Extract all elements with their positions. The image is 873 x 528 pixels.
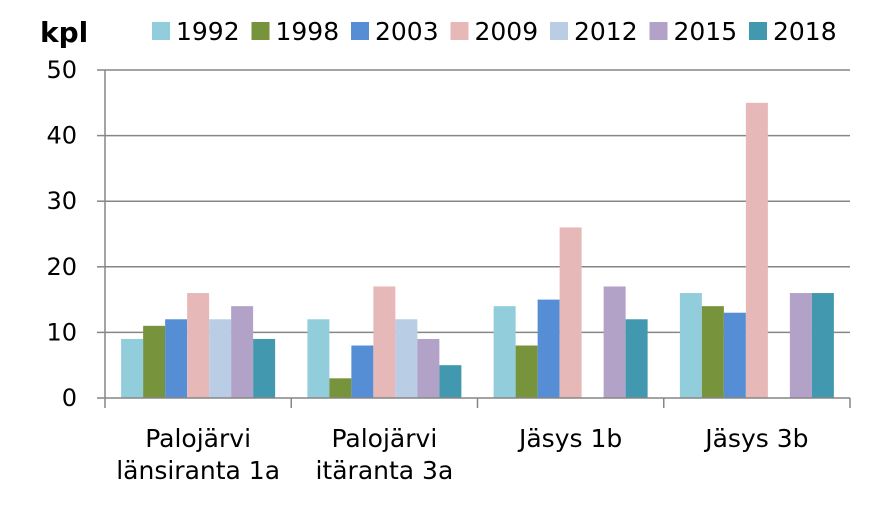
bar-2018-cat-2 bbox=[625, 319, 648, 398]
legend-swatch-2015 bbox=[649, 22, 668, 40]
bar-2018-cat-1 bbox=[439, 365, 462, 398]
bar-2009-cat-1 bbox=[373, 286, 396, 398]
bar-1998-cat-3 bbox=[701, 306, 724, 398]
legend-label-2003: 2003 bbox=[375, 17, 439, 46]
bar-2009-cat-2 bbox=[559, 227, 582, 398]
bar-2003-cat-1 bbox=[351, 345, 374, 398]
bar-2015-cat-2 bbox=[603, 286, 626, 398]
bar-1992-cat-1 bbox=[307, 319, 330, 398]
bar-1992-cat-0 bbox=[121, 338, 144, 398]
bar-2012-cat-1 bbox=[395, 319, 418, 398]
bar-1992-cat-2 bbox=[493, 306, 516, 398]
x-category-label-1-line-0: Palojärvi bbox=[331, 424, 437, 453]
bars bbox=[121, 102, 834, 399]
bar-2015-cat-1 bbox=[417, 338, 440, 398]
bar-2015-cat-3 bbox=[789, 293, 812, 398]
x-category-label-0-line-1: länsiranta 1a bbox=[116, 456, 280, 485]
x-category-label-3-line-0: Jäsys 3b bbox=[703, 424, 808, 453]
y-tick-label-30: 30 bbox=[46, 187, 77, 215]
bar-2003-cat-0 bbox=[165, 319, 188, 398]
legend-swatch-2003 bbox=[351, 22, 369, 40]
legend-label-1998: 1998 bbox=[276, 17, 340, 46]
bar-2003-cat-3 bbox=[723, 312, 746, 398]
legend-swatch-1992 bbox=[152, 22, 170, 40]
legend-swatch-2012 bbox=[550, 22, 568, 40]
bar-2018-cat-3 bbox=[811, 293, 834, 398]
bar-1998-cat-0 bbox=[143, 325, 166, 398]
legend-label-2009: 2009 bbox=[475, 17, 539, 46]
y-tick-label-10: 10 bbox=[46, 318, 77, 346]
x-category-label-1-line-1: itäranta 3a bbox=[315, 456, 453, 485]
x-category-label-0-line-0: Palojärvi bbox=[145, 424, 251, 453]
y-tick-label-0: 0 bbox=[62, 384, 77, 412]
bar-1998-cat-1 bbox=[329, 378, 352, 398]
legend-label-2018: 2018 bbox=[773, 17, 837, 46]
axes bbox=[97, 69, 851, 408]
bar-2009-cat-0 bbox=[187, 293, 210, 398]
x-category-label-2-line-0: Jäsys 1b bbox=[517, 424, 622, 453]
y-tick-label-20: 20 bbox=[46, 253, 77, 281]
legend-label-2012: 2012 bbox=[574, 17, 638, 46]
legend-swatch-1998 bbox=[251, 22, 270, 40]
axis-labels: 0 10 20 30 40 50 Palojärvi länsiranta 1a Palojär… bbox=[46, 56, 808, 485]
gridlines bbox=[105, 69, 850, 334]
bar-1992-cat-3 bbox=[679, 293, 702, 398]
bar-2015-cat-0 bbox=[231, 306, 254, 398]
bar-2012-cat-0 bbox=[209, 319, 232, 398]
legend: 1992 1998 2003 2009 2012 2015 2018 bbox=[152, 17, 837, 46]
legend-swatch-2009 bbox=[450, 22, 469, 40]
y-axis-title: kpl bbox=[40, 16, 88, 49]
bar-2018-cat-0 bbox=[253, 338, 276, 398]
bar-1998-cat-2 bbox=[515, 345, 538, 398]
bar-2009-cat-3 bbox=[745, 102, 768, 399]
bar-2003-cat-2 bbox=[537, 299, 560, 398]
y-tick-label-40: 40 bbox=[46, 122, 77, 150]
legend-swatch-2018 bbox=[749, 22, 767, 40]
legend-label-1992: 1992 bbox=[176, 17, 240, 46]
legend-label-2015: 2015 bbox=[674, 17, 738, 46]
y-tick-label-50: 50 bbox=[46, 56, 77, 84]
